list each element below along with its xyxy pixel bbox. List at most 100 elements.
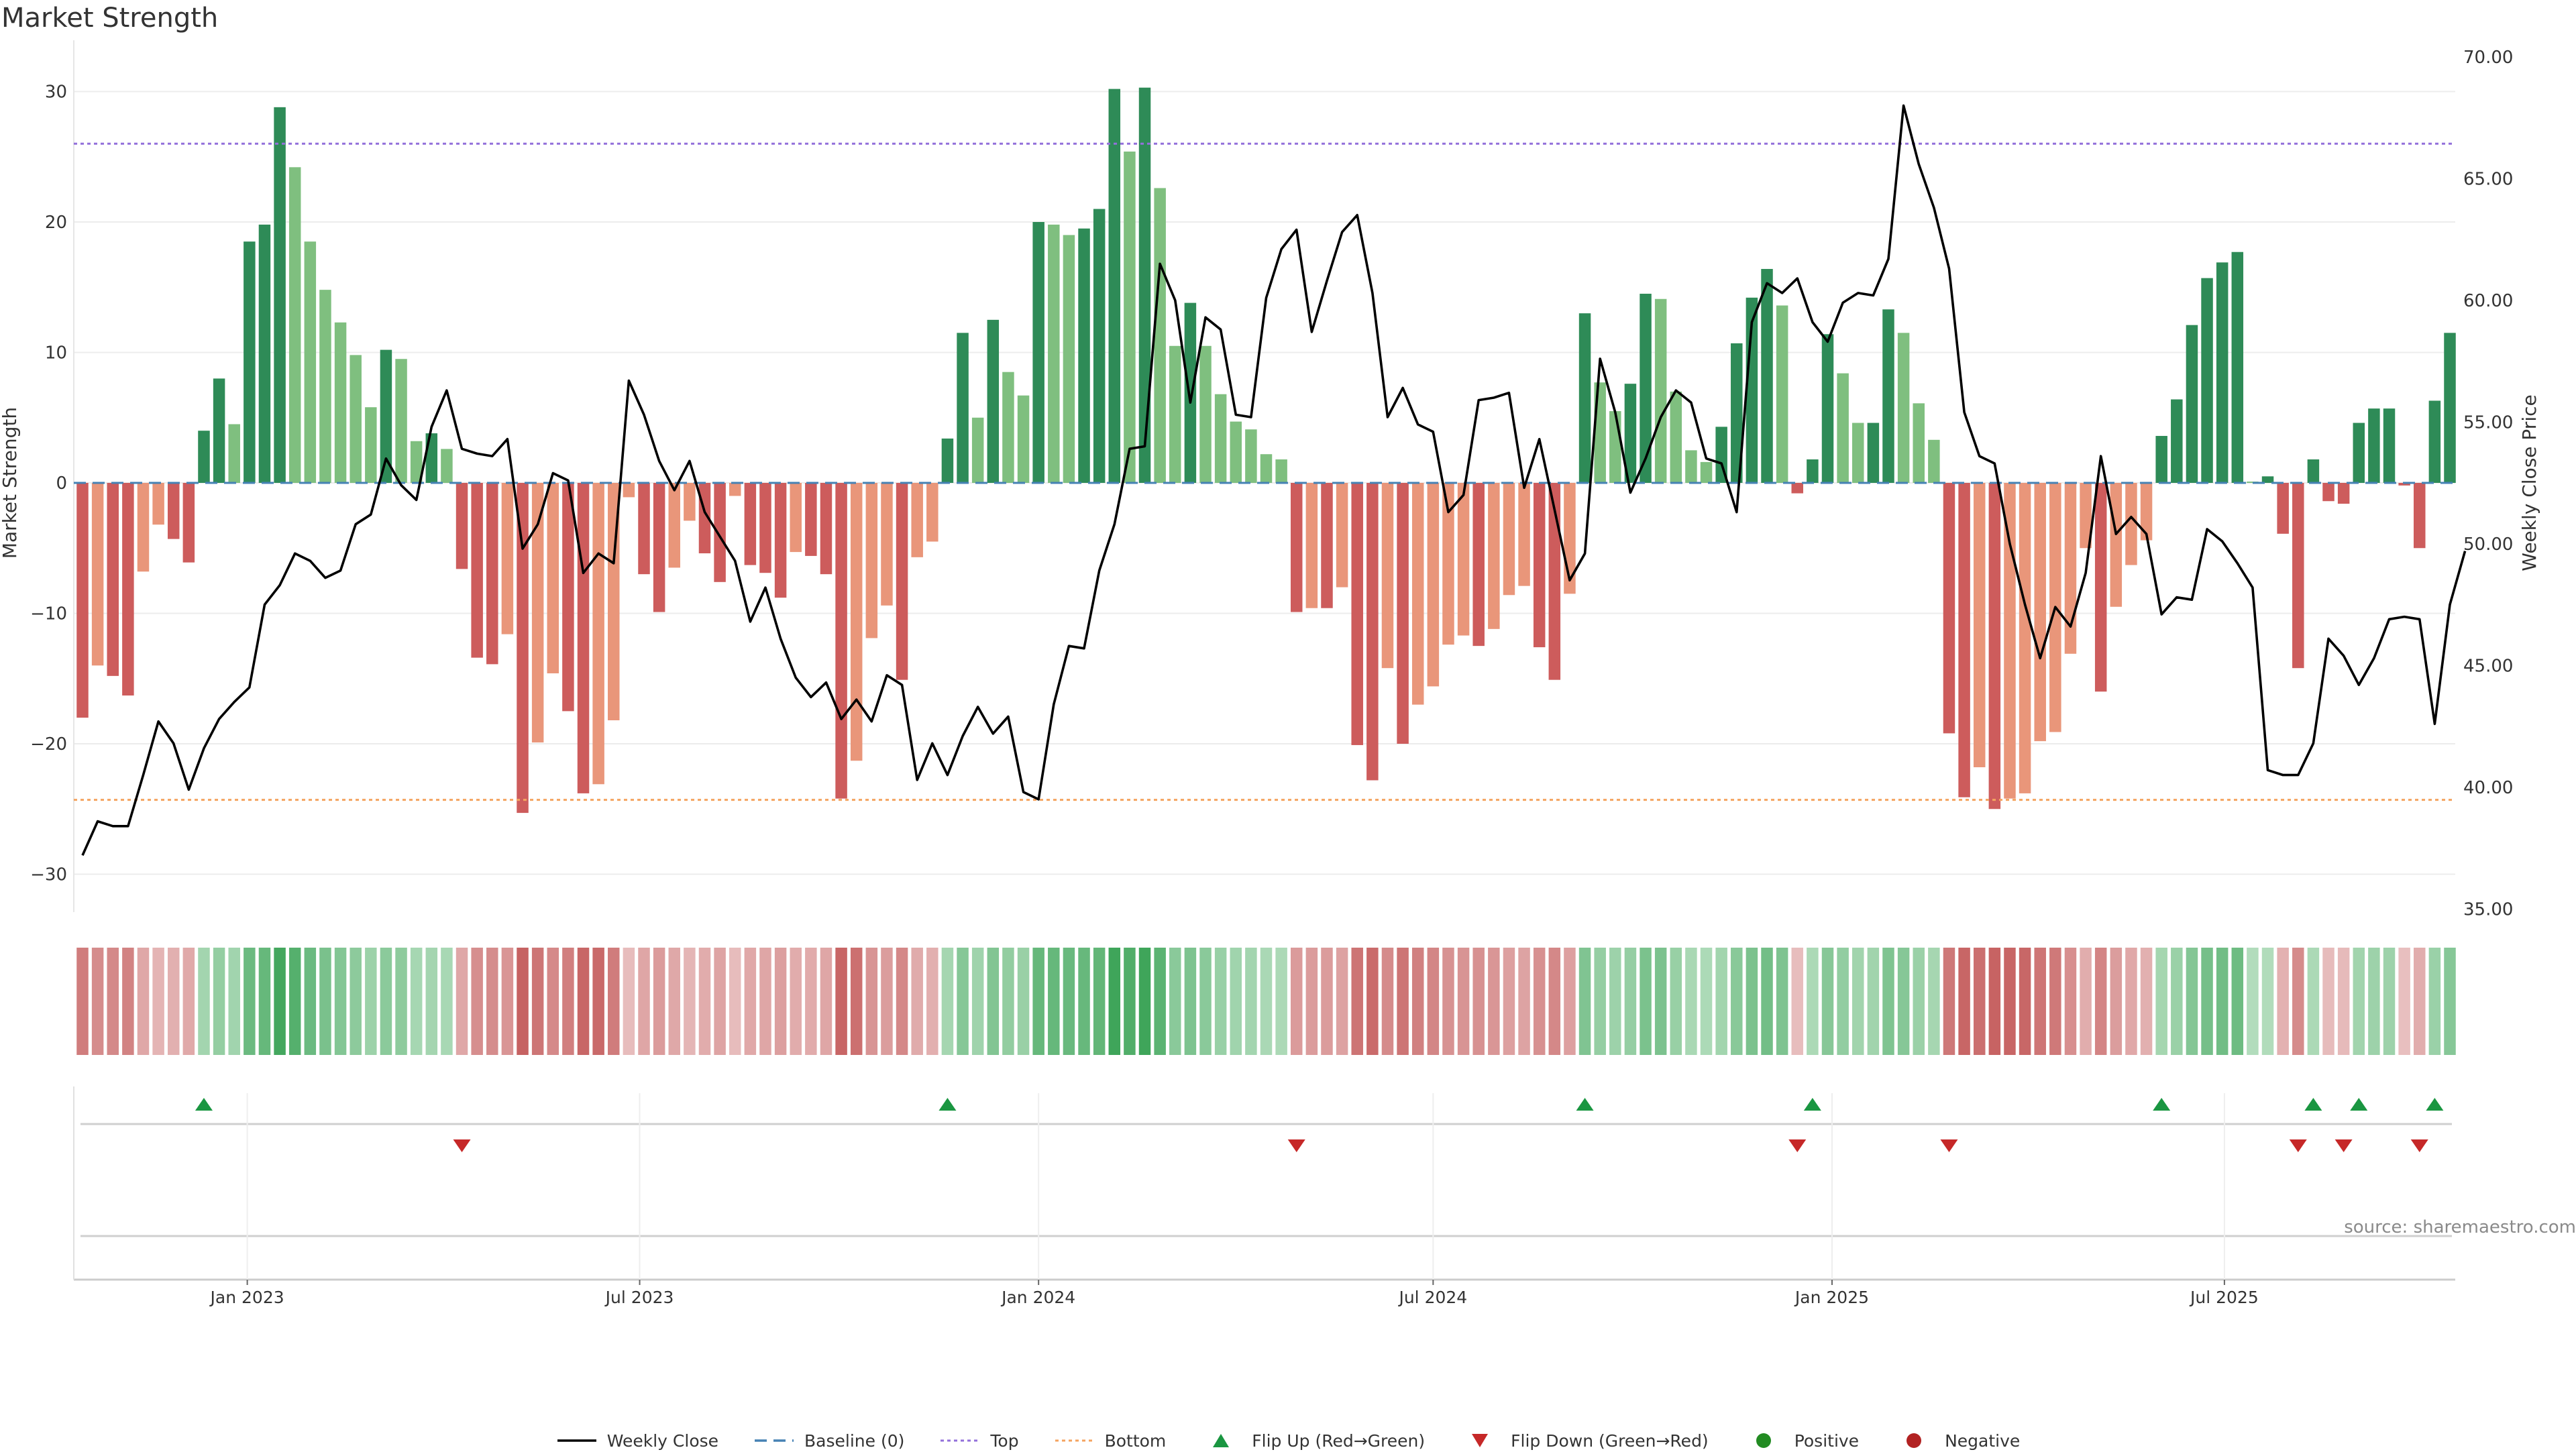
heat-cell <box>1852 948 1864 1055</box>
flip-down-marker <box>453 1139 471 1152</box>
heat-cell <box>729 948 741 1055</box>
heat-cell <box>1746 948 1758 1055</box>
signal-panel <box>73 1086 2455 1281</box>
strength-bar <box>653 483 665 612</box>
heat-cell <box>2155 948 2167 1055</box>
strength-bar <box>319 290 331 483</box>
strength-bar <box>1472 483 1485 647</box>
heat-cell <box>2140 948 2153 1055</box>
strength-bar <box>1260 454 1273 483</box>
flip-down-marker <box>1287 1139 1305 1152</box>
heat-cell <box>395 948 407 1055</box>
heat-cell <box>2414 948 2426 1055</box>
heat-cell <box>926 948 938 1055</box>
heat-cell <box>274 948 286 1055</box>
heat-cell <box>1791 948 1804 1055</box>
strength-bar <box>2064 483 2077 654</box>
heat-cell <box>1867 948 1880 1055</box>
strength-bar <box>1928 439 1940 483</box>
strength-bar <box>1988 483 2001 809</box>
strength-bar <box>1154 188 1166 483</box>
strength-bar <box>759 483 771 573</box>
strength-bar <box>274 107 286 484</box>
strength-bar <box>1624 384 1637 483</box>
strength-bar <box>1336 483 1348 588</box>
heat-cell <box>759 948 771 1055</box>
strength-bar <box>1852 423 1864 483</box>
strength-bar <box>1503 483 1515 596</box>
heat-cell <box>562 948 574 1055</box>
heat-cell <box>1715 948 1727 1055</box>
heat-cell <box>577 948 590 1055</box>
strength-bar <box>987 319 1000 483</box>
heat-cell <box>244 948 256 1055</box>
heat-cell <box>1275 948 1287 1055</box>
heat-cell <box>228 948 240 1055</box>
heat-cell <box>1336 948 1348 1055</box>
legend-label: Positive <box>1794 1431 1860 1451</box>
strength-bar <box>152 483 164 525</box>
strength-bar <box>91 483 104 666</box>
strength-bar <box>1609 411 1621 483</box>
strength-bar <box>1913 403 1925 483</box>
strength-bar <box>1533 483 1546 648</box>
heat-cell <box>1411 948 1424 1055</box>
heat-cell <box>76 948 89 1055</box>
strength-bar <box>941 438 954 483</box>
strength-bar <box>1321 483 1333 608</box>
heat-cell <box>2277 948 2289 1055</box>
heat-cell <box>1154 948 1166 1055</box>
heat-cell <box>486 948 498 1055</box>
heat-cell <box>1199 948 1212 1055</box>
strength-bar <box>244 241 256 483</box>
strength-bar <box>1488 483 1500 629</box>
strength-bar <box>835 483 847 799</box>
strength-bar <box>850 483 863 761</box>
y-tick-label: −10 <box>30 604 67 624</box>
strength-bar <box>107 483 119 676</box>
heat-cell <box>1548 948 1561 1055</box>
legend-swatch-negative <box>1907 1433 1922 1448</box>
heat-cell <box>1685 948 1697 1055</box>
heat-cell <box>2186 948 2198 1055</box>
strength-bar <box>1731 343 1743 483</box>
heat-cell <box>623 948 635 1055</box>
strength-bar <box>395 359 407 483</box>
y-tick-label: 10 <box>45 343 67 364</box>
strength-bar <box>410 441 423 483</box>
heat-cell <box>1988 948 2001 1055</box>
strength-bar <box>2368 408 2380 483</box>
legend-item-baseline: Baseline (0) <box>753 1431 904 1451</box>
x-tick-label: Jan 2023 <box>209 1288 284 1307</box>
legend-label: Flip Down (Green→Red) <box>1511 1431 1709 1451</box>
heat-cell <box>517 948 529 1055</box>
heat-cell <box>258 948 271 1055</box>
heat-cell <box>1321 948 1333 1055</box>
heat-cell <box>1518 948 1530 1055</box>
strength-bar <box>471 483 483 658</box>
heat-cell <box>2247 948 2259 1055</box>
heat-cell <box>2004 948 2016 1055</box>
strength-bar <box>2398 483 2410 486</box>
strength-bar <box>380 349 392 483</box>
heat-cell <box>2444 948 2456 1055</box>
heat-cell <box>1882 948 1894 1055</box>
legend-label: Flip Up (Red→Green) <box>1252 1431 1426 1451</box>
heat-cell <box>1048 948 1060 1055</box>
heat-cell <box>1928 948 1940 1055</box>
strength-bar <box>2080 483 2092 549</box>
y2-axis-label: Weekly Close Price <box>2518 394 2540 571</box>
heat-cell <box>1624 948 1637 1055</box>
strength-bar <box>2444 333 2456 483</box>
strength-bar <box>258 224 271 483</box>
heat-cell <box>1108 948 1121 1055</box>
legend-swatch-flipup <box>1213 1434 1230 1447</box>
heat-cell <box>2322 948 2334 1055</box>
strength-bar <box>122 483 134 696</box>
heat-cell <box>91 948 104 1055</box>
strength-bar <box>926 483 938 542</box>
strength-bar <box>365 407 377 483</box>
strength-bar <box>1305 483 1318 608</box>
heat-cell <box>971 948 984 1055</box>
